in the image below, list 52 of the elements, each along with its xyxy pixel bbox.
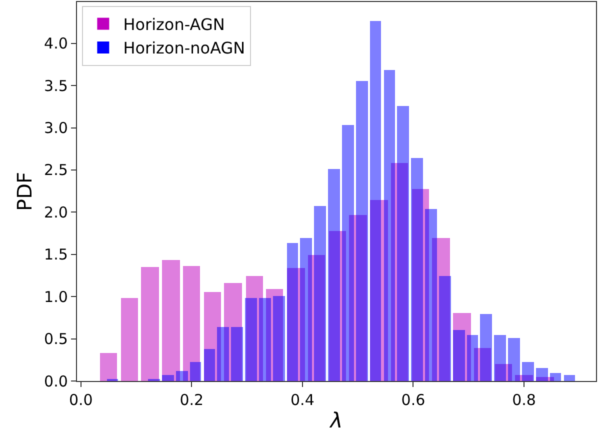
bar xyxy=(162,260,180,381)
bar xyxy=(480,314,492,381)
y-tick-label: 0.0 xyxy=(44,372,68,390)
bar xyxy=(204,349,215,381)
bar xyxy=(536,368,548,381)
x-tick-label: 0.2 xyxy=(180,391,204,410)
bar xyxy=(287,243,298,381)
x-tick-label: 0.8 xyxy=(512,391,536,410)
bar xyxy=(342,125,354,381)
y-tick-label: 2.5 xyxy=(44,161,68,180)
bar xyxy=(425,209,437,381)
bar xyxy=(356,81,368,381)
bar xyxy=(141,267,159,381)
bar xyxy=(564,375,575,381)
y-tick-label: 1.5 xyxy=(44,246,68,264)
bar xyxy=(259,298,271,381)
bar xyxy=(522,362,534,381)
x-tick-label: 0.0 xyxy=(68,391,93,410)
bar xyxy=(439,276,451,381)
bar xyxy=(550,373,561,381)
y-tick-label: 1.0 xyxy=(44,288,68,306)
bar xyxy=(494,335,506,381)
x-axis-title: λ xyxy=(329,408,343,432)
y-tick-label: 3.0 xyxy=(44,119,68,138)
y-tick-label: 0.5 xyxy=(44,330,68,348)
bar xyxy=(273,296,285,381)
bar xyxy=(245,298,257,381)
bar xyxy=(384,70,395,381)
bar xyxy=(411,158,423,381)
bar xyxy=(121,298,138,381)
legend-label: Horizon-noAGN xyxy=(123,38,246,58)
bar xyxy=(100,353,117,381)
x-tick-label: 0.4 xyxy=(290,391,314,410)
y-tick-label: 2.0 xyxy=(44,203,68,222)
bar xyxy=(217,327,229,381)
bar xyxy=(453,330,465,381)
bar xyxy=(508,338,520,381)
bar xyxy=(467,335,478,381)
y-tick-label: 3.5 xyxy=(44,76,68,95)
x-tick-label: 0.6 xyxy=(401,391,426,410)
y-axis-title: PDF xyxy=(12,172,37,211)
bar xyxy=(162,375,174,381)
bar xyxy=(370,21,381,381)
bar xyxy=(328,169,340,381)
bar xyxy=(190,362,201,381)
bar xyxy=(300,238,312,381)
y-tick-label: 4.0 xyxy=(44,34,68,53)
bar xyxy=(314,206,326,381)
legend-label: Horizon-AGN xyxy=(123,14,225,34)
bar xyxy=(397,106,409,381)
bar xyxy=(176,371,188,381)
bar xyxy=(231,327,243,381)
